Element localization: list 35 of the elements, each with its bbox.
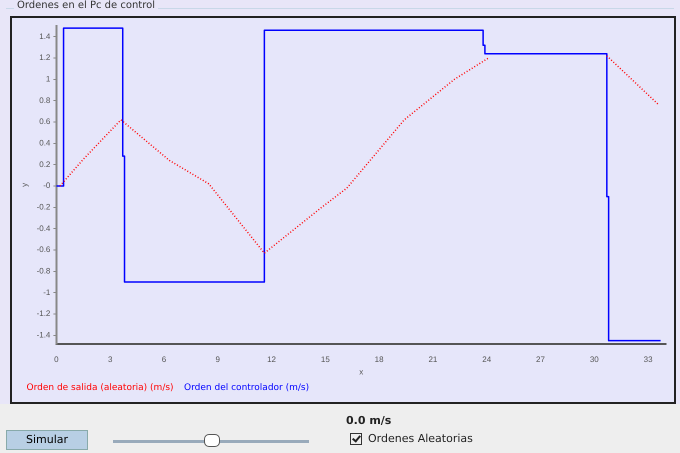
x-axis-title: x [359,367,364,376]
y-tick-label: -1.4 [36,330,51,340]
y-tick-label: 0.2 [39,160,51,169]
y-tick-label: -1.2 [36,309,51,318]
x-tick-label: 21 [428,354,438,364]
x-tick-label: 33 [644,354,654,364]
y-tick-label: 0.6 [39,117,51,126]
y-axis-title: y [20,182,30,187]
text: Ordenes Aleatorias [368,432,473,445]
x-tick-label: 0 [54,354,60,364]
x-tick-label: 30 [590,354,600,364]
y-tick-label: 0.4 [39,138,51,148]
y-tick-label: 1.4 [39,32,51,41]
x-tick-label: 18 [374,354,384,364]
x-tick-label: 6 [162,354,167,364]
chart-title: Ordenes en el Pc de control [14,0,158,11]
x-tick-label: 27 [536,354,546,364]
y-tick-label: -0.6 [36,245,51,254]
text: 0.0 m/s [346,414,392,427]
y-tick-label: -0.2 [36,202,51,212]
simulate-button: Simular [6,430,88,450]
x-tick-label: 3 [108,354,113,364]
y-tick-label: -0.4 [36,224,51,233]
x-tick-label: 24 [482,354,492,364]
y-tick-label: 0.8 [39,96,51,105]
x-tick-label: 12 [267,354,277,364]
text: Orden del controlador (m/s) [184,382,310,393]
y-tick-label: -0.8 [36,266,51,276]
y-tick-label: 1 [46,74,51,84]
y-tick-label: 1.2 [39,53,51,62]
x-tick-label: 15 [320,354,330,364]
x-tick-label: 9 [216,354,221,364]
text: Orden de salida (aleatoria) (m/s) [26,382,174,393]
y-tick-label: -1 [43,288,51,297]
y-tick-label: -0 [43,181,51,190]
